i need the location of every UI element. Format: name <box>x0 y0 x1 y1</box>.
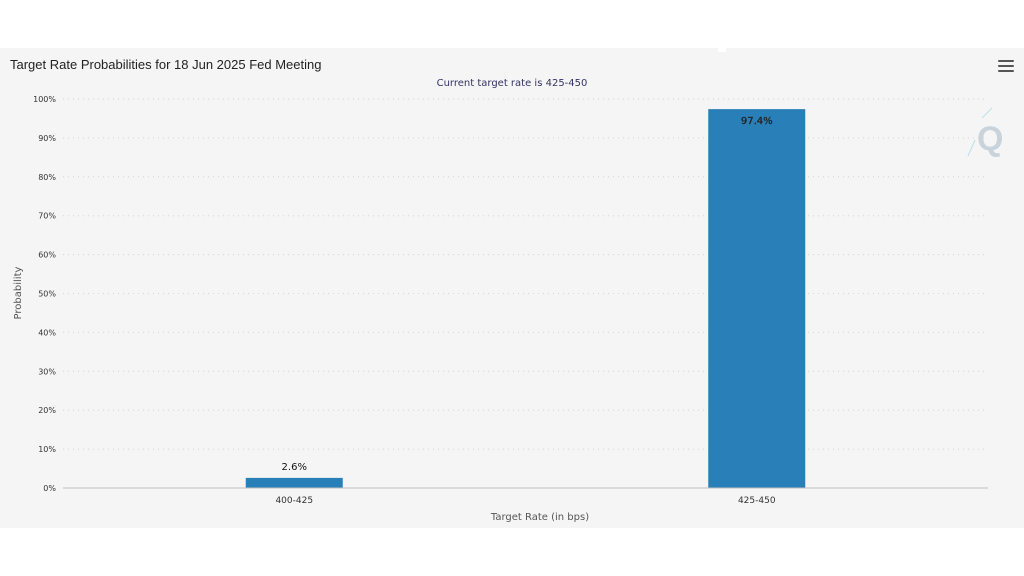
bars: 2.6% 97.4% <box>245 109 806 488</box>
y-tick-label: 30% <box>38 367 56 376</box>
y-tick-label: 10% <box>38 445 56 454</box>
panel-top-gap <box>718 46 726 52</box>
y-tick-label: 50% <box>38 290 56 299</box>
y-tick-label: 60% <box>38 251 56 260</box>
y-tick-label: 90% <box>38 134 56 143</box>
bar[interactable] <box>245 477 343 488</box>
svg-text:Q: Q <box>977 120 1003 158</box>
bar[interactable] <box>708 109 806 488</box>
y-tick-label: 40% <box>38 328 56 337</box>
y-tick-label: 20% <box>38 406 56 415</box>
chart-menu-button[interactable] <box>998 60 1014 74</box>
data-label: 2.6% <box>282 462 307 473</box>
y-tick-label: 80% <box>38 173 56 182</box>
q-logo-icon: Q <box>967 107 1003 158</box>
grid-lines <box>63 98 988 450</box>
y-tick-label: 0% <box>43 484 56 493</box>
y-axis-title: Probability <box>13 266 24 319</box>
hamburger-menu-icon-line <box>998 70 1014 72</box>
hamburger-menu-icon <box>998 60 1014 62</box>
x-tick-label: 425-450 <box>738 496 776 506</box>
y-axis-ticks: 0% 10% 20% 30% 40% 50% 60% 70% 80% 90% 100% <box>33 95 56 493</box>
chart-panel <box>0 48 1024 528</box>
y-tick-label: 70% <box>38 212 56 221</box>
chart-title: Target Rate Probabilities for 18 Jun 202… <box>10 57 322 72</box>
data-label: 97.4% <box>741 116 773 127</box>
x-tick-label: 400-425 <box>275 496 313 506</box>
x-axis-title: Target Rate (in bps) <box>490 512 589 523</box>
chart-subtitle: Current target rate is 425-450 <box>436 78 588 89</box>
y-tick-label: 100% <box>33 95 56 104</box>
x-axis-labels: 400-425 425-450 <box>275 496 775 506</box>
hamburger-menu-icon-line <box>998 65 1014 67</box>
